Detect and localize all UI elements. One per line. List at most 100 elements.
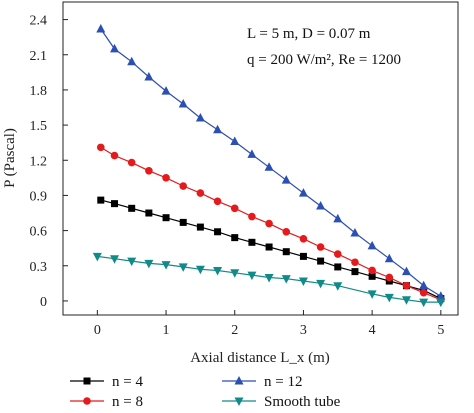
data-point bbox=[401, 266, 411, 276]
legend-label: n = 4 bbox=[112, 374, 143, 390]
legend-label: Smooth tube bbox=[264, 394, 341, 410]
data-point bbox=[402, 281, 411, 290]
data-point bbox=[282, 248, 290, 256]
data-point bbox=[145, 209, 153, 217]
data-point bbox=[145, 167, 153, 175]
data-point bbox=[127, 56, 137, 66]
data-point bbox=[384, 253, 394, 263]
data-point bbox=[144, 259, 154, 269]
data-point bbox=[436, 298, 446, 308]
data-point bbox=[351, 258, 359, 267]
series-0 bbox=[97, 196, 445, 303]
y-tick-label: 1.2 bbox=[30, 154, 48, 169]
legend-label: n = 8 bbox=[112, 394, 143, 410]
data-point bbox=[367, 290, 377, 299]
data-point bbox=[127, 158, 136, 167]
series-layer bbox=[92, 23, 446, 308]
data-point bbox=[248, 238, 256, 246]
data-point bbox=[161, 86, 171, 95]
data-point bbox=[282, 227, 291, 236]
data-point bbox=[436, 291, 446, 300]
legend-item-3: Smooth tube bbox=[222, 394, 341, 410]
data-point bbox=[316, 243, 325, 251]
data-point bbox=[281, 175, 291, 184]
data-point bbox=[367, 240, 377, 250]
legend-item-0: n = 4 bbox=[70, 374, 143, 390]
data-point bbox=[231, 234, 239, 242]
legend-marker bbox=[83, 377, 91, 385]
data-point bbox=[317, 257, 325, 265]
data-point bbox=[213, 197, 222, 206]
data-point bbox=[248, 212, 256, 221]
data-point bbox=[96, 143, 105, 152]
axis-ticks: 0 1 2 3 4 5 0 0.3 0.6 0.9 1.2 1.5 1.8 2.1 2.4 bbox=[30, 14, 445, 338]
data-point bbox=[316, 200, 326, 210]
data-point bbox=[110, 43, 120, 53]
data-point bbox=[247, 149, 257, 158]
legend-label: n = 12 bbox=[264, 374, 302, 390]
data-point bbox=[213, 266, 223, 276]
x-axis-title: Axial distance L_x (m) bbox=[190, 350, 330, 366]
x-tick-label: 2 bbox=[231, 323, 238, 338]
legend-marker bbox=[234, 397, 244, 406]
data-point bbox=[161, 261, 171, 270]
data-point bbox=[178, 98, 188, 108]
data-point bbox=[401, 296, 411, 305]
data-point bbox=[110, 151, 119, 160]
x-tick-label: 3 bbox=[300, 323, 307, 338]
data-point bbox=[92, 252, 102, 262]
data-point bbox=[265, 243, 273, 251]
x-tick-label: 5 bbox=[437, 323, 444, 338]
data-point bbox=[144, 72, 154, 81]
data-point bbox=[195, 265, 205, 275]
data-point bbox=[213, 124, 223, 134]
series-2 bbox=[96, 23, 446, 300]
data-point bbox=[316, 279, 326, 289]
y-tick-label: 1.8 bbox=[30, 84, 48, 99]
data-point bbox=[333, 250, 342, 258]
data-point bbox=[247, 271, 257, 281]
data-point bbox=[281, 275, 291, 284]
data-point bbox=[265, 219, 273, 228]
data-point bbox=[96, 23, 106, 33]
annotation-line-1: L = 5 m, D = 0.07 m bbox=[247, 26, 371, 42]
data-point bbox=[264, 162, 274, 171]
data-point bbox=[298, 277, 308, 287]
legend-marker bbox=[83, 397, 91, 405]
y-tick-label: 1.5 bbox=[30, 119, 48, 134]
data-point bbox=[128, 204, 136, 212]
y-tick-label: 0.6 bbox=[30, 225, 48, 240]
data-point bbox=[334, 263, 342, 271]
data-point bbox=[179, 182, 188, 190]
data-point bbox=[419, 298, 429, 308]
data-point bbox=[384, 293, 394, 303]
series-3 bbox=[92, 252, 446, 308]
y-tick-label: 2.1 bbox=[30, 49, 48, 64]
data-point bbox=[419, 288, 428, 297]
plot-frame bbox=[62, 1, 459, 316]
data-point bbox=[419, 280, 429, 290]
legend-marker bbox=[234, 376, 244, 385]
data-point bbox=[162, 214, 170, 222]
data-point bbox=[127, 257, 137, 267]
data-point bbox=[299, 252, 307, 260]
data-point bbox=[178, 263, 188, 272]
x-tick-label: 1 bbox=[163, 323, 170, 338]
data-point bbox=[179, 218, 187, 226]
y-tick-label: 0.9 bbox=[30, 189, 48, 204]
x-tick-label: 0 bbox=[94, 323, 101, 338]
data-point bbox=[230, 204, 239, 213]
data-point bbox=[298, 188, 308, 197]
data-point bbox=[350, 227, 360, 237]
y-tick-label: 0 bbox=[40, 295, 47, 310]
annotation-line-2: q = 200 W/m², Re = 1200 bbox=[247, 52, 401, 68]
data-point bbox=[333, 282, 343, 291]
legend: n = 4 n = 8 n = 12 Smooth tube bbox=[70, 374, 341, 410]
x-tick-label: 4 bbox=[369, 323, 376, 338]
data-point bbox=[214, 228, 222, 236]
data-point bbox=[230, 269, 240, 278]
y-tick-label: 0.3 bbox=[30, 260, 48, 275]
data-point bbox=[351, 268, 359, 276]
data-point bbox=[385, 273, 394, 282]
